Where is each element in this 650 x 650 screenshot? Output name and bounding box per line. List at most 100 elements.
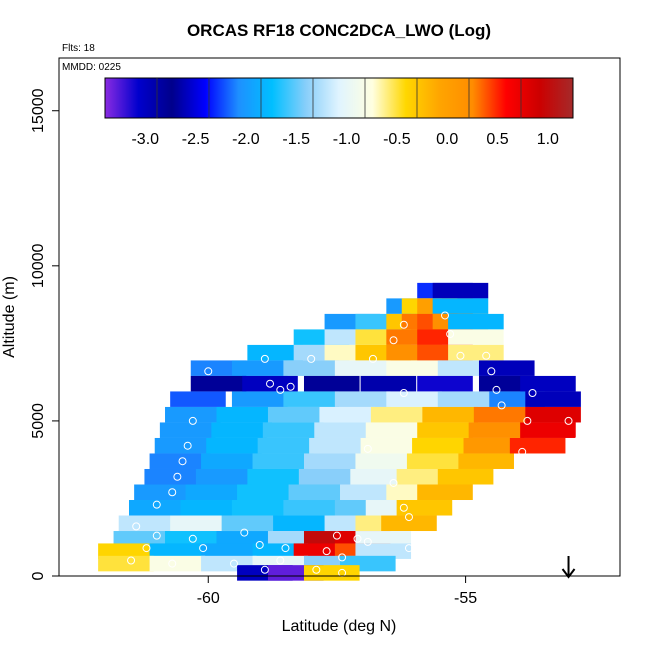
heatmap-cell — [417, 422, 473, 438]
observation-point — [322, 547, 331, 556]
heatmap-cell — [314, 422, 370, 438]
heatmap-cell — [509, 437, 566, 454]
heatmap-cell — [134, 484, 190, 501]
observation-point — [332, 531, 341, 540]
plot-frame — [58, 57, 621, 577]
heatmap-cell — [448, 329, 504, 345]
observation-point — [307, 354, 316, 363]
heatmap-cell — [283, 500, 339, 516]
observation-point — [173, 472, 182, 481]
heatmap-cell — [113, 531, 170, 547]
observation-point — [497, 401, 506, 410]
observation-point — [152, 500, 161, 509]
observation-point — [142, 544, 151, 553]
heatmap-cell — [231, 391, 288, 407]
observation-point — [260, 354, 269, 363]
colorbar-tick-label: 0.5 — [486, 131, 508, 148]
observation-point — [441, 311, 450, 320]
colorbar-tick-label: -0.5 — [383, 131, 411, 148]
heatmap-cell — [303, 453, 360, 469]
observation-point — [204, 367, 213, 376]
y-axis-label: Altitude (m) — [1, 276, 18, 358]
heatmap-cell — [170, 391, 226, 407]
heatmap-cell — [165, 531, 221, 547]
colorbar-tick-label: 0.0 — [436, 131, 458, 148]
observation-point — [399, 388, 408, 397]
heatmap-cell — [298, 468, 355, 485]
heatmap-cell — [231, 360, 288, 376]
colorbar-gradient — [104, 77, 574, 119]
observation-point — [188, 416, 197, 425]
observation-point — [523, 416, 532, 425]
observation-point — [199, 544, 208, 553]
heatmap-cell — [319, 406, 376, 423]
observation-point — [564, 416, 573, 425]
observation-point — [363, 537, 372, 546]
observation-point — [446, 330, 455, 339]
heatmap-cell — [381, 515, 437, 532]
colorbar-tick-label: -1.5 — [282, 131, 310, 148]
observation-point — [338, 553, 347, 562]
observation-point — [312, 565, 321, 574]
heatmap-cell — [350, 468, 406, 485]
heatmap-cell — [412, 437, 468, 454]
colorbar-tick-label: -1.0 — [333, 131, 361, 148]
heatmap-cell — [448, 344, 504, 361]
observation-point — [286, 382, 295, 391]
observation-point — [456, 351, 465, 360]
heatmap-cell — [154, 437, 211, 454]
heatmap-cell — [525, 406, 581, 423]
heatmap-cell — [98, 543, 154, 559]
heatmap-cell — [190, 375, 247, 392]
heatmap-cell — [422, 406, 478, 423]
colorbar-tick-label: -2.5 — [182, 131, 210, 148]
x-tick-label: -60 — [197, 590, 220, 607]
heatmap-cell — [283, 391, 339, 407]
observation-point — [266, 379, 275, 388]
heatmap-cell — [334, 360, 391, 376]
chart-title: ORCAS RF18 CONC2DCA_LWO (Log) — [187, 21, 491, 40]
heatmap-cell — [216, 406, 273, 423]
observation-point — [168, 488, 177, 497]
heatmap-cell — [165, 406, 221, 423]
heatmap-cell — [370, 406, 427, 423]
heatmap-cell — [396, 500, 453, 516]
observation-point — [389, 478, 398, 487]
y-tick-label: 0 — [30, 571, 47, 580]
flights-label: Flts: 18 — [62, 43, 95, 54]
observation-point — [482, 351, 491, 360]
observation-point — [152, 531, 161, 540]
observation-point — [240, 528, 249, 537]
heatmap-cell — [334, 391, 391, 407]
heatmap-cell — [417, 484, 473, 501]
x-tick-label: -55 — [454, 590, 477, 607]
observation-point — [276, 385, 285, 394]
heatmap-cell — [231, 500, 288, 516]
colorbar-tick-label: 1.0 — [537, 131, 559, 148]
heatmap-cell — [149, 543, 206, 559]
heatmap-cell — [211, 422, 267, 438]
observation-point — [188, 534, 197, 543]
heatmap-cell — [432, 298, 489, 314]
heatmap-cell — [360, 437, 417, 454]
heatmap-cell — [468, 422, 525, 438]
y-tick-label: 10000 — [30, 243, 47, 288]
observation-point — [276, 556, 285, 565]
heatmap-cell — [185, 484, 242, 501]
heatmap-cell — [201, 453, 257, 469]
observation-point — [260, 565, 269, 574]
heatmap-cell — [520, 375, 576, 392]
observation-point — [281, 544, 290, 553]
heatmap-cell — [463, 437, 520, 454]
heatmap-cell — [355, 453, 412, 469]
heatmap-cell — [247, 344, 303, 361]
observation-point — [353, 534, 362, 543]
heatmap-cell — [144, 468, 201, 485]
observation-point — [399, 503, 408, 512]
observation-point — [528, 388, 537, 397]
heatmap-cell — [98, 555, 154, 572]
observation-point — [127, 556, 136, 565]
heatmap-cell — [432, 282, 489, 299]
arrow-indicator — [561, 556, 576, 579]
